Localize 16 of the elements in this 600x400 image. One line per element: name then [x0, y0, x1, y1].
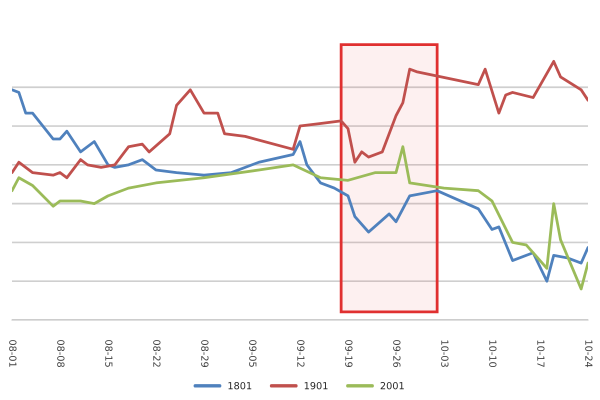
x-tick-label: 10-17 — [537, 340, 545, 367]
x-tick-label: 09-26 — [393, 340, 401, 368]
x-tick-label: 09-12 — [297, 340, 305, 367]
x-tick-label: 08-15 — [105, 340, 113, 367]
x-tick-label: 08-22 — [153, 340, 161, 367]
legend-label: 2001 — [380, 382, 404, 390]
x-tick-label: 10-03 — [441, 340, 449, 367]
x-tick-label: 08-29 — [201, 340, 209, 368]
x-tick-label: 09-19 — [345, 340, 353, 368]
x-tick-label: 10-10 — [489, 340, 497, 368]
x-tick-label: 08-08 — [57, 340, 65, 368]
legend-label: 1901 — [304, 382, 328, 390]
x-tick-label: 09-05 — [249, 340, 257, 367]
legend-label: 1801 — [228, 382, 252, 390]
x-tick-label: 10-24 — [585, 340, 593, 368]
x-tick-label: 08-01 — [9, 340, 17, 367]
